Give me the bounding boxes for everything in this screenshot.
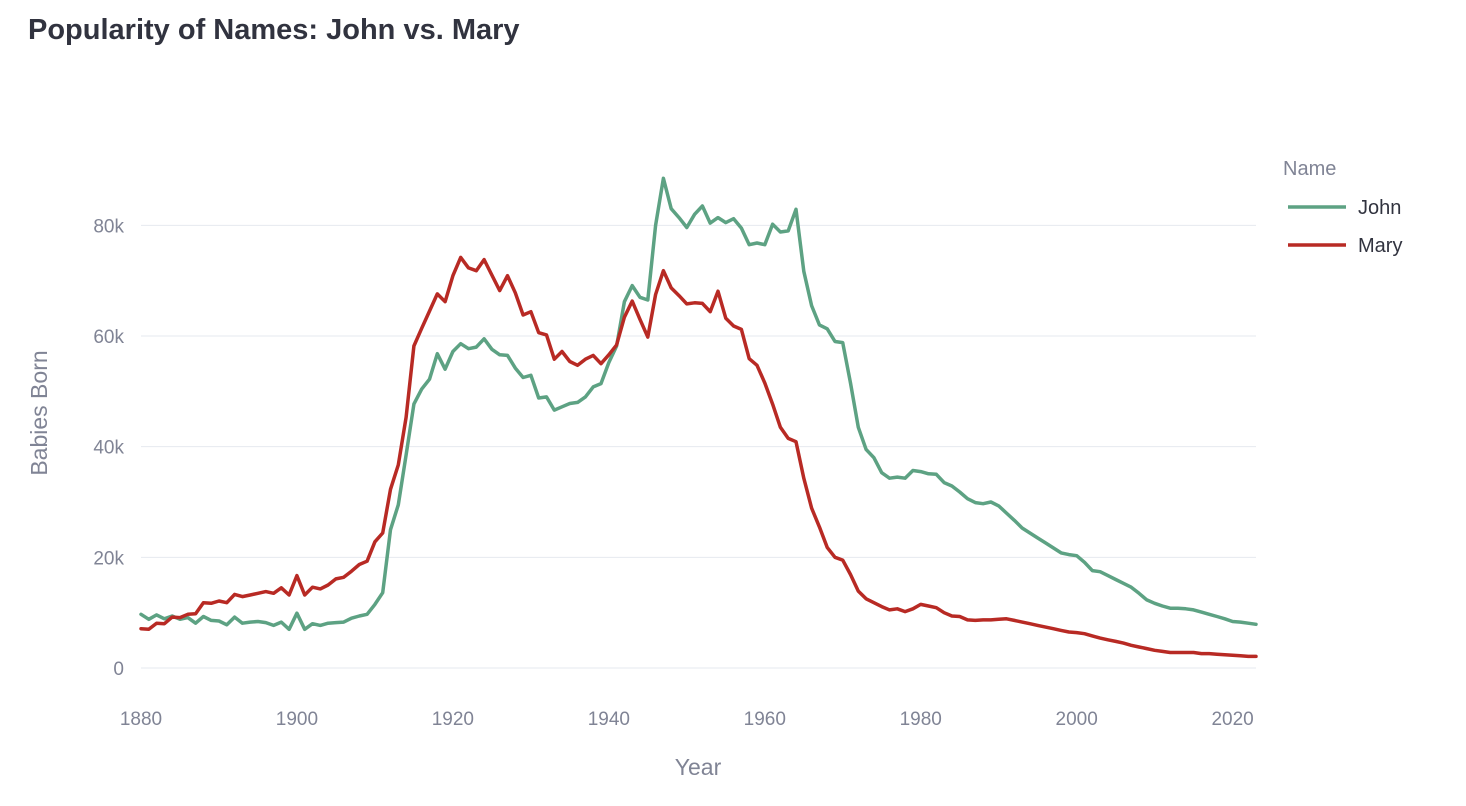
legend-label: Mary — [1358, 235, 1402, 257]
x-tick-label: 1940 — [588, 709, 630, 730]
x-tick-label: 2020 — [1211, 709, 1253, 730]
x-axis-title: Year — [675, 754, 722, 780]
legend-item-john: John — [1288, 197, 1401, 219]
x-tick-label: 1960 — [744, 709, 786, 730]
x-tick-label: 1880 — [120, 709, 162, 730]
legend-title: Name — [1283, 158, 1336, 180]
y-axis-title: Babies Born — [26, 350, 52, 475]
series-lines — [139, 176, 1258, 659]
legend-label: John — [1358, 197, 1401, 219]
y-tick-label: 0 — [113, 659, 124, 680]
x-tick-label: 1980 — [900, 709, 942, 730]
x-axis-ticks: 1880 1900 1920 1940 1960 1980 2000 2020 — [120, 709, 1254, 730]
series-line-mary — [139, 255, 1258, 659]
y-axis-ticks: 0 20k 40k 60k 80k — [93, 216, 124, 680]
x-tick-label: 1920 — [432, 709, 474, 730]
x-tick-label: 2000 — [1056, 709, 1098, 730]
legend-item-mary: Mary — [1288, 235, 1402, 257]
y-tick-label: 40k — [93, 438, 124, 459]
gridlines — [141, 224, 1256, 669]
y-tick-label: 80k — [93, 216, 124, 237]
x-tick-label: 1900 — [276, 709, 318, 730]
y-tick-label: 60k — [93, 327, 124, 348]
series-line-john — [139, 176, 1258, 632]
legend: Name John Mary — [1283, 158, 1402, 257]
y-tick-label: 20k — [93, 548, 124, 569]
chart-title: Popularity of Names: John vs. Mary — [28, 14, 520, 46]
